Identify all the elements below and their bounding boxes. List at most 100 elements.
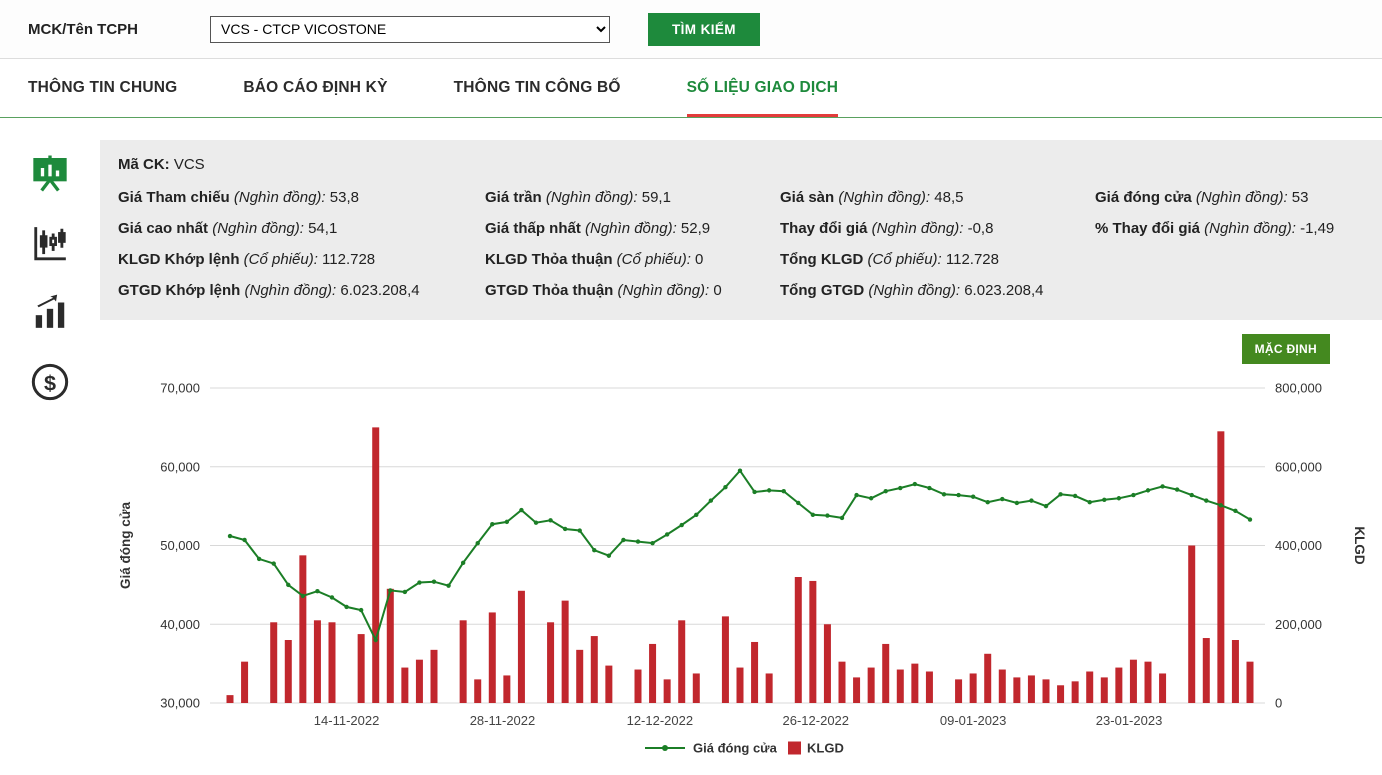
price-point: [883, 488, 888, 494]
right-axis-tick: 400,000: [1275, 538, 1322, 553]
left-axis-tick: 40,000: [160, 617, 200, 632]
volume-bar: [1086, 671, 1094, 703]
price-point: [1014, 500, 1020, 506]
symbol-select[interactable]: VCS - CTCP VICOSTONE: [210, 15, 610, 43]
stat-row: KLGD Khớp lệnh (Cổ phiếu): 112.728 KLGD T…: [118, 244, 1364, 275]
trading-summary-panel: Mã CK: VCS Giá Tham chiếu (Nghìn đồng): …: [100, 140, 1382, 320]
stat-cell: Giá sàn (Nghìn đồng): 48,5: [780, 189, 964, 206]
volume-bar: [299, 555, 307, 703]
price-point: [723, 485, 728, 490]
price-point: [1233, 508, 1238, 514]
stats-grid: Giá Tham chiếu (Nghìn đồng): 53,8 Giá trầ…: [118, 182, 1364, 306]
price-point: [286, 582, 291, 588]
volume-bar: [998, 669, 1006, 703]
volume-bar: [1027, 675, 1035, 703]
left-axis-tick: 30,000: [160, 696, 200, 711]
price-point: [679, 522, 684, 528]
symbol-label: Mã CK:: [118, 156, 170, 173]
tab-3-active[interactable]: SỐ LIỆU GIAO DỊCH: [686, 59, 839, 117]
volume-bar: [721, 616, 729, 703]
tab-0[interactable]: THÔNG TIN CHUNG: [28, 79, 178, 96]
volume-bar: [955, 679, 963, 703]
volume-bar: [488, 612, 496, 703]
volume-bar: [459, 620, 467, 703]
volume-bar: [1129, 659, 1137, 703]
price-point: [898, 485, 903, 491]
price-volume-chart: 30,000 0 40,000 200,000 50,000 400,000 60,000 6…: [118, 381, 1367, 756]
volume-bar: [1231, 640, 1239, 703]
volume-bar: [1057, 685, 1065, 703]
price-point: [592, 548, 597, 553]
price-point: [912, 481, 918, 487]
stat-cell: Thay đổi giá (Nghìn đồng): -0,8: [780, 220, 994, 237]
x-axis-tick: 28-11-2022: [470, 713, 536, 728]
stat-cell: Tổng GTGD (Nghìn đồng): 6.023.208,4: [780, 282, 1044, 299]
stat-cell: KLGD Khớp lệnh (Cổ phiếu): 112.728: [118, 251, 376, 268]
stat-cell: Giá Tham chiếu (Nghìn đồng): 53,8: [118, 189, 359, 206]
price-point: [1072, 493, 1078, 499]
volume-bar: [794, 577, 802, 703]
volume-bar: [911, 663, 919, 703]
volume-bar: [1246, 661, 1254, 703]
default-view-button[interactable]: MẶC ĐỊNH: [1241, 334, 1330, 364]
volume-bar: [896, 669, 904, 703]
price-point: [664, 532, 670, 537]
search-button[interactable]: TÌM KIẾM: [648, 12, 760, 46]
price-point: [300, 593, 306, 599]
legend-volume-label: KLGD: [807, 741, 844, 756]
price-line: [229, 469, 1251, 643]
chart-panel: MẶC ĐỊNH 30,000 0 40,000 200,000 50,000 400,0…: [100, 320, 1382, 763]
tab-2[interactable]: THÔNG TIN CÔNG BỐ: [453, 79, 621, 96]
volume-bar: [503, 675, 511, 703]
volume-bar: [823, 624, 831, 703]
volume-bar: [634, 669, 642, 703]
bar-chart-icon[interactable]: [31, 293, 69, 336]
volume-bar: [226, 695, 234, 703]
price-point: [1145, 488, 1151, 493]
legend-price-label: Giá đóng cửa: [693, 741, 778, 756]
volume-bar: [984, 653, 992, 703]
tab-1[interactable]: BÁO CÁO ĐỊNH KỲ: [243, 79, 388, 96]
stat-cell: Giá cao nhất (Nghìn đồng): 54,1: [118, 220, 338, 237]
volume-bar: [969, 673, 977, 703]
right-axis-title: KLGD: [1352, 526, 1367, 564]
price-point: [242, 537, 247, 543]
price-point: [621, 537, 626, 543]
left-axis-title: Giá đóng cửa: [118, 501, 133, 589]
price-point: [956, 492, 961, 498]
volume-bar: [415, 659, 423, 703]
left-axis-tick: 70,000: [160, 381, 200, 396]
volume-bar: [838, 661, 846, 703]
price-point: [227, 533, 233, 539]
svg-text:$: $: [44, 370, 56, 395]
stat-cell: KLGD Thỏa thuận (Cổ phiếu): 0: [485, 251, 704, 268]
price-point: [927, 485, 932, 491]
price-point: [752, 489, 757, 495]
price-point: [1029, 498, 1034, 503]
volume-bar: [561, 600, 569, 703]
right-axis-tick: 800,000: [1275, 381, 1322, 396]
presentation-chart-icon[interactable]: [30, 153, 70, 198]
price-point: [606, 553, 612, 558]
price-point: [315, 588, 320, 594]
price-point: [373, 637, 378, 643]
right-axis-tick: 0: [1275, 696, 1282, 711]
price-point: [519, 507, 524, 513]
volume-bar: [692, 673, 700, 703]
volume-bar: [853, 677, 861, 703]
money-circle-icon[interactable]: $: [30, 362, 70, 407]
volume-bar: [547, 622, 555, 703]
symbol-line: Mã CK: VCS: [118, 156, 1364, 173]
price-point: [1189, 492, 1194, 498]
price-point: [1160, 484, 1165, 489]
volume-bar: [270, 622, 278, 703]
symbol-value: VCS: [173, 156, 205, 173]
candlestick-chart-icon[interactable]: [31, 224, 69, 267]
price-point: [504, 519, 510, 525]
tab-bar: THÔNG TIN CHUNG BÁO CÁO ĐỊNH KỲ THÔNG TIN …: [0, 59, 1382, 118]
x-axis-tick: 26-12-2022: [783, 713, 850, 728]
volume-bar: [649, 643, 657, 703]
search-header: MCK/Tên TCPH VCS - CTCP VICOSTONE TÌM KI…: [0, 0, 1382, 59]
price-point: [941, 492, 947, 497]
price-point: [358, 607, 364, 613]
